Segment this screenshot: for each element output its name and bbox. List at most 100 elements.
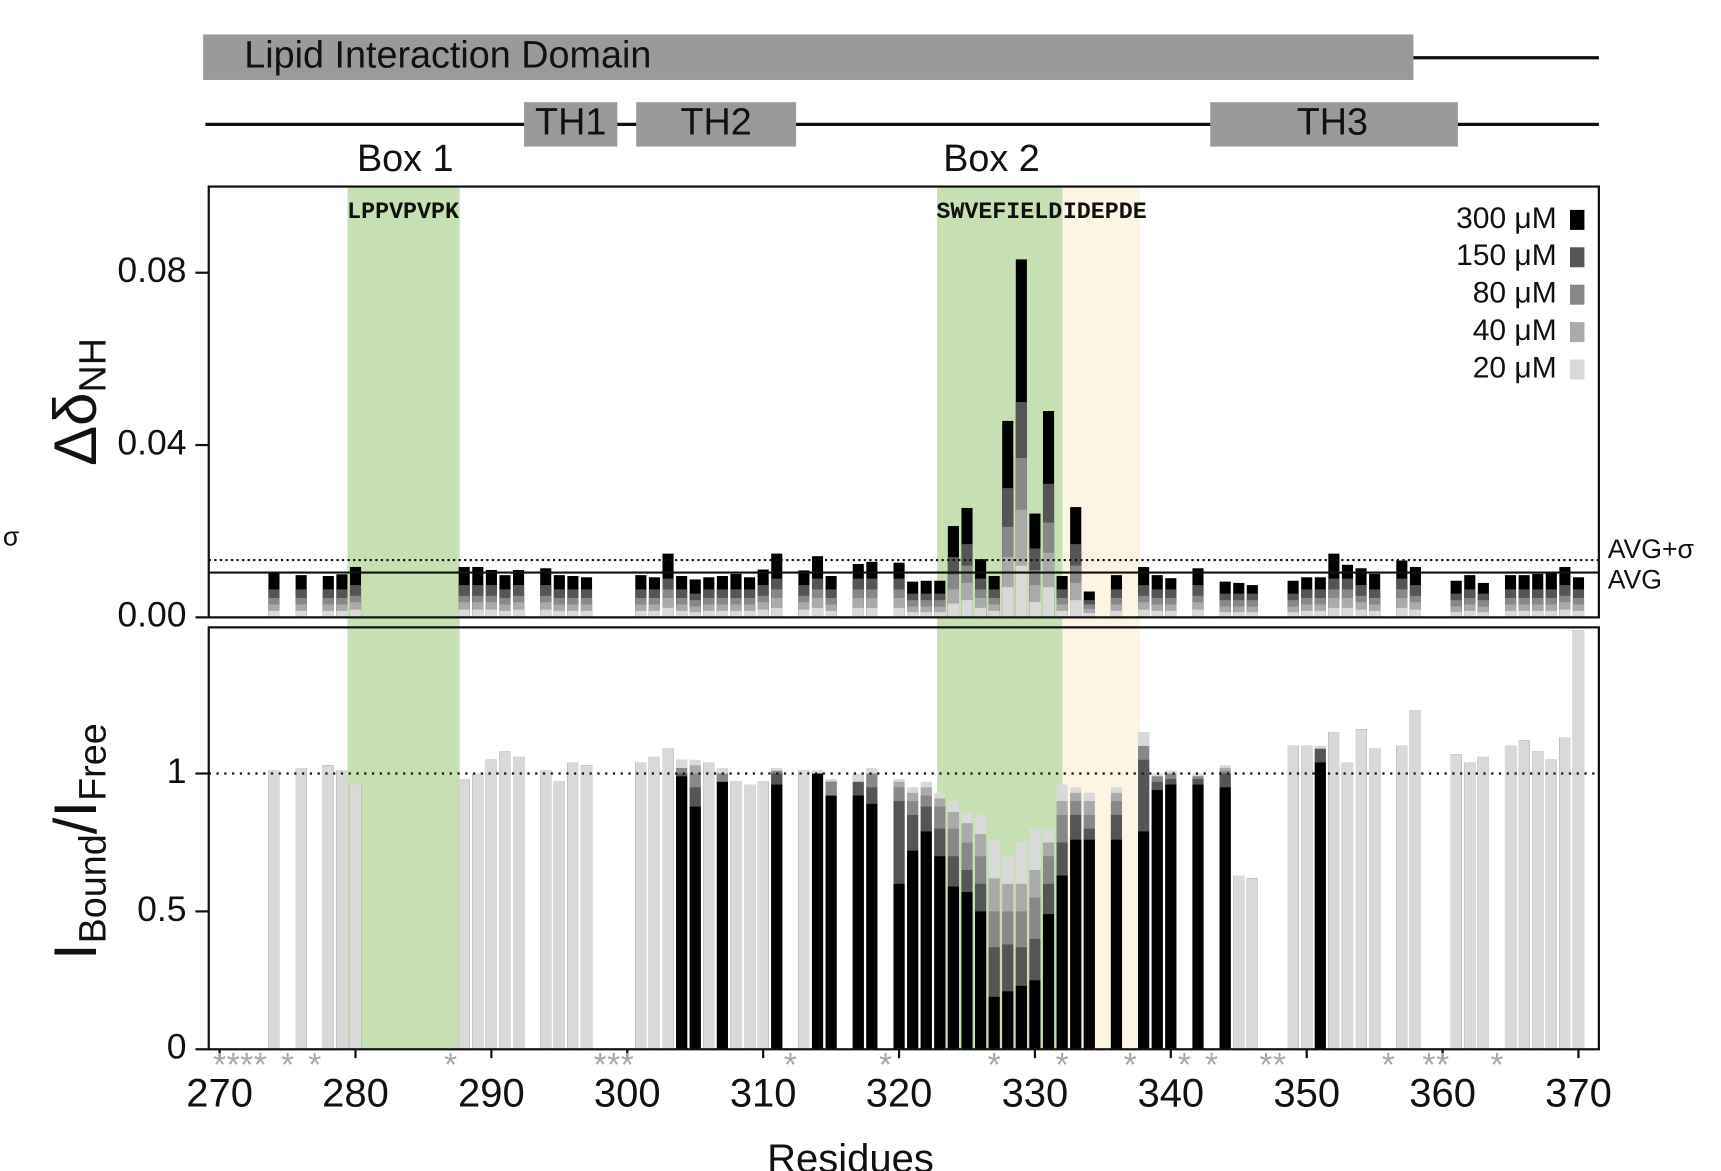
bar (1559, 737, 1571, 1050)
missing-marker: * (1124, 1047, 1137, 1084)
bar (1219, 606, 1231, 618)
missing-marker: * (240, 1047, 253, 1084)
bar (1015, 985, 1027, 1050)
legend-label: 150 μM (1456, 239, 1557, 272)
bar (811, 607, 824, 618)
legend-label: 80 μM (1473, 277, 1557, 310)
bar (703, 610, 715, 618)
bar (1192, 609, 1204, 618)
missing-marker: * (1205, 1047, 1218, 1084)
missing-marker: * (1382, 1047, 1395, 1084)
box-label: Box 1 (357, 137, 454, 179)
bar (1138, 831, 1150, 1050)
bar (730, 781, 742, 1050)
bar (1369, 748, 1381, 1050)
bar (798, 609, 810, 618)
helix-label: TH1 (535, 100, 606, 142)
bar (1477, 606, 1489, 618)
bar (485, 609, 497, 618)
bar (540, 609, 552, 618)
bar (1056, 610, 1068, 618)
bar (1056, 875, 1068, 1050)
bar (893, 597, 905, 618)
helix-label: TH2 (680, 100, 751, 142)
plot-frame (207, 185, 1600, 619)
bar (825, 610, 837, 618)
y-axis-title: IBound/IFree (42, 723, 114, 960)
bar (893, 607, 905, 618)
legend-label: 40 μM (1473, 314, 1557, 347)
bar (1477, 756, 1489, 1050)
bar (1029, 585, 1041, 618)
bar (322, 610, 334, 618)
bar (1396, 607, 1408, 618)
bar (580, 610, 593, 618)
missing-marker: * (594, 1047, 607, 1084)
bar (295, 768, 307, 1050)
bar (1328, 607, 1340, 618)
bar (1504, 745, 1517, 1050)
y-axis-title-main: Δδ (42, 393, 109, 466)
bar (1165, 610, 1177, 618)
bar (811, 597, 824, 618)
bar (1369, 610, 1381, 618)
bar (1409, 609, 1421, 618)
y-axis-title-sub: Bound (71, 834, 113, 943)
x-tick-label: 350 (1273, 1071, 1340, 1115)
bar (1002, 557, 1014, 618)
bar (580, 765, 593, 1050)
legend-label: 300 μM (1456, 202, 1557, 235)
bar (1328, 597, 1340, 618)
bar (1396, 597, 1408, 618)
missing-marker: * (1178, 1047, 1191, 1084)
bar (1355, 609, 1367, 618)
bar (771, 784, 783, 1050)
bar (336, 610, 348, 618)
bar (499, 610, 511, 618)
helix-label: TH3 (1297, 100, 1368, 142)
bar (1518, 610, 1530, 618)
y-tick-label: 1 (167, 751, 187, 791)
missing-marker: * (621, 1047, 634, 1084)
bar (1341, 762, 1354, 1050)
legend-swatch (1569, 322, 1585, 343)
bar (1083, 613, 1095, 618)
bar (322, 765, 334, 1050)
bar (757, 781, 769, 1050)
bar (1015, 509, 1027, 618)
bar (540, 770, 552, 1050)
bar (1083, 839, 1095, 1050)
bar (825, 795, 837, 1050)
x-tick-label: 320 (866, 1071, 933, 1115)
missing-marker: * (1259, 1047, 1272, 1084)
domain-bar (203, 34, 1414, 80)
missing-marker: * (879, 1047, 892, 1084)
bar (1545, 610, 1557, 618)
legend-swatch (1569, 359, 1585, 380)
bar (866, 803, 878, 1050)
bar (1287, 745, 1299, 1050)
y-tick-label: 0.04 (117, 422, 186, 462)
bar (730, 610, 742, 618)
bar (1450, 754, 1462, 1050)
bar (1233, 875, 1245, 1050)
bar (1545, 759, 1557, 1050)
y-axis-title-sub: NH (71, 338, 113, 393)
bar (635, 610, 647, 618)
bar (920, 606, 932, 618)
bar (662, 748, 674, 1050)
legend-swatch (1569, 247, 1585, 268)
bar (907, 606, 919, 618)
missing-marker: * (1423, 1047, 1436, 1084)
bar (689, 606, 701, 618)
bar (1029, 980, 1041, 1050)
bar (771, 597, 783, 618)
bar (1341, 597, 1354, 618)
y-tick-label: 0.08 (117, 250, 186, 290)
missing-marker: * (1056, 1047, 1069, 1084)
missing-marker: * (988, 1047, 1001, 1084)
legend-swatch (1569, 284, 1585, 305)
bar (907, 612, 919, 618)
